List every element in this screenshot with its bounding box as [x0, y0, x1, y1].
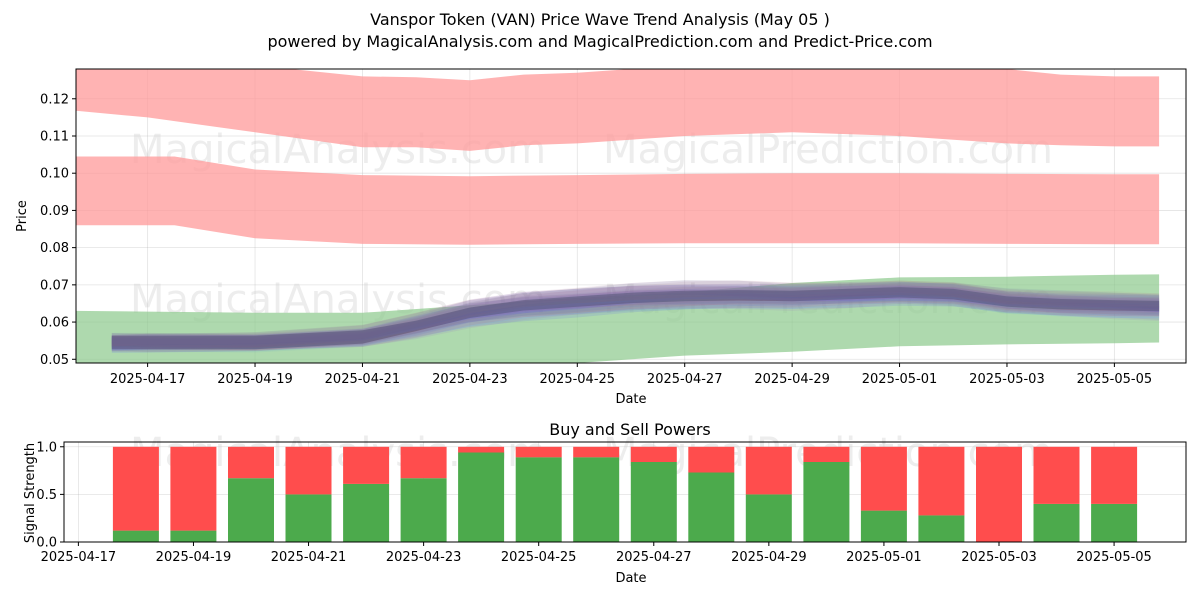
price-y-tick-label: 0.08: [40, 241, 69, 256]
price-x-tick-label: 2025-04-27: [647, 372, 723, 387]
signal-y-axis-label: Signal Strength: [23, 443, 38, 543]
signal-x-tick-label: 2025-04-17: [41, 550, 117, 565]
buy-bar: [1091, 503, 1138, 542]
sell-bar: [343, 446, 390, 484]
signal-y-tick-label: 0.5: [36, 488, 57, 503]
buy-bar: [1033, 503, 1080, 542]
buy-bar: [458, 452, 505, 542]
buy-bar: [228, 478, 274, 542]
signal-x-tick-label: 2025-04-29: [731, 550, 807, 565]
buy-bar: [343, 483, 390, 542]
sell-bar: [400, 446, 447, 479]
price-axes-frame: [75, 68, 1187, 364]
signal-y-ticks: 0.0 0.5 1.0: [36, 440, 64, 551]
buy-bar: [170, 530, 217, 542]
buy-bar: [630, 462, 677, 542]
price-wave-core: [111, 287, 1160, 350]
signal-x-ticks: 2025-04-17 2025-04-19 2025-04-21 2025-04-23…: [41, 542, 1152, 565]
sell-bar: [112, 446, 159, 531]
price-y-tick-label: 0.05: [40, 353, 69, 368]
price-x-tick-label: 2025-04-21: [325, 372, 401, 387]
price-band-red-2: [76, 156, 1160, 245]
buy-bar: [860, 510, 907, 542]
price-x-axis-label: Date: [615, 392, 646, 407]
price-y-tick-label: 0.11: [40, 129, 69, 144]
price-chart: MagicalAnalysis.com MagicalPrediction.co…: [15, 68, 1187, 407]
buy-bar: [918, 515, 965, 542]
signal-bars: [112, 446, 1138, 542]
sell-bar: [976, 446, 1022, 542]
sell-bar: [918, 446, 965, 516]
price-x-tick-label: 2025-04-23: [432, 372, 508, 387]
signal-x-tick-label: 2025-05-01: [846, 550, 922, 565]
signal-x-tick-label: 2025-04-19: [156, 550, 232, 565]
sell-bar: [803, 446, 850, 462]
signal-y-tick-label: 1.0: [36, 440, 57, 455]
sell-bar: [228, 446, 274, 479]
signal-x-axis-label: Date: [615, 571, 646, 586]
sell-bar: [860, 446, 907, 511]
price-band-red-1: [76, 69, 1160, 151]
buy-bar: [112, 530, 159, 542]
sell-bar: [688, 446, 735, 473]
price-y-tick-label: 0.12: [40, 92, 69, 107]
signal-x-tick-label: 2025-05-03: [961, 550, 1037, 565]
buy-bar: [688, 472, 735, 542]
price-x-tick-label: 2025-04-25: [540, 372, 616, 387]
price-y-tick-label: 0.07: [40, 278, 69, 293]
price-x-ticks: 2025-04-17 2025-04-19 2025-04-21 2025-04-23…: [110, 363, 1152, 387]
price-y-tick-label: 0.09: [40, 204, 69, 219]
price-y-axis-label: Price: [15, 200, 30, 232]
price-x-tick-label: 2025-04-29: [754, 372, 830, 387]
sell-bar: [515, 446, 562, 458]
price-bands: [76, 69, 1160, 363]
sell-bar: [458, 446, 505, 453]
price-x-tick-label: 2025-04-19: [217, 372, 293, 387]
signal-x-tick-label: 2025-04-21: [271, 550, 347, 565]
signal-x-tick-label: 2025-05-05: [1076, 550, 1152, 565]
sell-bar: [573, 446, 620, 458]
figure-title: Vanspor Token (VAN) Price Wave Trend Ana…: [370, 10, 830, 29]
sell-bar: [170, 446, 217, 531]
price-y-tick-label: 0.10: [40, 167, 69, 182]
sell-bar: [630, 446, 677, 462]
sell-bar: [1033, 446, 1080, 504]
sell-bar: [1091, 446, 1138, 504]
buy-bar: [285, 494, 332, 542]
signal-chart: Buy and Sell Powers MagicalAnalysis.com …: [23, 420, 1187, 586]
price-x-tick-label: 2025-04-17: [110, 372, 186, 387]
buy-bar: [573, 457, 620, 542]
signal-x-tick-label: 2025-04-25: [501, 550, 577, 565]
price-y-ticks: 0.05 0.06 0.07 0.08 0.09 0.10 0.11 0.12: [40, 92, 76, 368]
buy-bar: [803, 462, 850, 542]
price-x-tick-label: 2025-05-03: [969, 372, 1045, 387]
sell-bar: [285, 446, 332, 495]
signal-x-tick-label: 2025-04-23: [386, 550, 462, 565]
sell-bar: [745, 446, 792, 495]
price-x-tick-label: 2025-05-01: [862, 372, 938, 387]
buy-bar: [745, 494, 792, 542]
price-x-tick-label: 2025-05-05: [1077, 372, 1153, 387]
signal-axes-frame: [63, 441, 1187, 543]
figure-subtitle: powered by MagicalAnalysis.com and Magic…: [267, 32, 932, 51]
price-waves: [111, 280, 1160, 353]
buy-bar: [515, 457, 562, 542]
signal-chart-title: Buy and Sell Powers: [549, 420, 711, 439]
signal-x-tick-label: 2025-04-27: [616, 550, 692, 565]
price-y-tick-label: 0.06: [40, 316, 69, 331]
signal-y-tick-label: 0.0: [36, 536, 57, 551]
buy-bar: [400, 478, 447, 542]
